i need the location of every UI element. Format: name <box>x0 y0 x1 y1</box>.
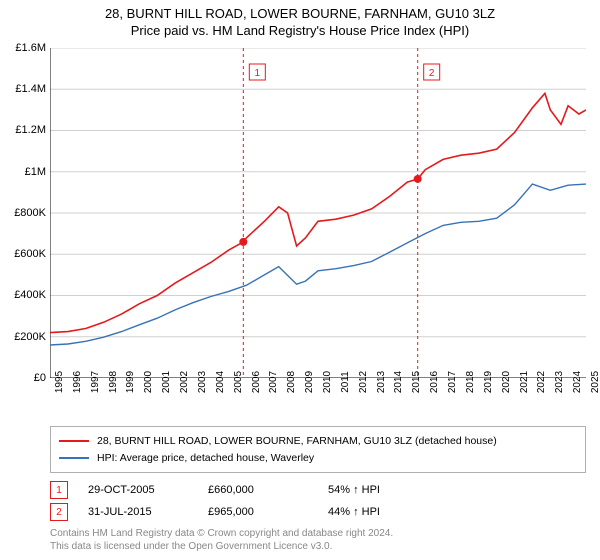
y-tick-label: £0 <box>34 372 46 384</box>
title-line1: 28, BURNT HILL ROAD, LOWER BOURNE, FARNH… <box>0 6 600 23</box>
y-tick-label: £1.6M <box>15 42 46 54</box>
x-tick-label: 2014 <box>393 371 404 393</box>
x-tick-label: 2015 <box>411 371 422 393</box>
x-tick-label: 1995 <box>54 371 65 393</box>
x-tick-label: 2022 <box>536 371 547 393</box>
chart-container: 28, BURNT HILL ROAD, LOWER BOURNE, FARNH… <box>0 0 600 560</box>
x-tick-label: 2007 <box>268 371 279 393</box>
x-tick-label: 2017 <box>447 371 458 393</box>
x-tick-label: 2001 <box>161 371 172 393</box>
sale-date: 29-OCT-2005 <box>88 484 208 496</box>
legend-box: 28, BURNT HILL ROAD, LOWER BOURNE, FARNH… <box>50 426 586 474</box>
x-tick-label: 1996 <box>72 371 83 393</box>
x-tick-label: 2000 <box>143 371 154 393</box>
x-tick-label: 2018 <box>465 371 476 393</box>
x-tick-label: 2004 <box>215 371 226 393</box>
y-tick-label: £800K <box>14 207 46 219</box>
x-tick-label: 1998 <box>108 371 119 393</box>
x-tick-label: 2012 <box>358 371 369 393</box>
x-tick-label: 2016 <box>429 371 440 393</box>
sale-delta: 54% ↑ HPI <box>328 484 448 496</box>
svg-text:2: 2 <box>429 68 435 79</box>
sale-rows: 1 29-OCT-2005£660,00054% ↑ HPI 2 31-JUL-201… <box>50 481 586 521</box>
y-axis-labels: £0£200K£400K£600K£800K£1M£1.2M£1.4M£1.6M <box>4 48 48 378</box>
y-tick-label: £1M <box>25 166 46 178</box>
x-tick-label: 2003 <box>197 371 208 393</box>
chart-area: £0£200K£400K£600K£800K£1M£1.2M£1.4M£1.6M… <box>50 48 586 378</box>
legend-row: 28, BURNT HILL ROAD, LOWER BOURNE, FARNH… <box>59 433 577 450</box>
x-axis-labels: 1995199619971998199920002001200220032004… <box>50 378 586 418</box>
legend-row: HPI: Average price, detached house, Wave… <box>59 450 577 467</box>
legend-swatch <box>59 440 89 442</box>
sale-delta: 44% ↑ HPI <box>328 506 448 518</box>
x-tick-label: 2011 <box>340 371 351 393</box>
x-tick-label: 2023 <box>554 371 565 393</box>
title-line2: Price paid vs. HM Land Registry's House … <box>0 23 600 40</box>
y-tick-label: £600K <box>14 248 46 260</box>
x-tick-label: 1999 <box>125 371 136 393</box>
sale-marker-box: 2 <box>50 503 68 521</box>
sale-date: 31-JUL-2015 <box>88 506 208 518</box>
x-tick-label: 2024 <box>572 371 583 393</box>
x-tick-label: 2021 <box>519 371 530 393</box>
sale-price: £660,000 <box>208 484 328 496</box>
y-tick-label: £1.2M <box>15 124 46 136</box>
x-tick-label: 2025 <box>590 371 600 393</box>
x-tick-label: 2005 <box>233 371 244 393</box>
footer-line1: Contains HM Land Registry data © Crown c… <box>50 527 586 540</box>
x-tick-label: 2013 <box>376 371 387 393</box>
footer-line2: This data is licensed under the Open Gov… <box>50 540 586 553</box>
x-tick-label: 2008 <box>286 371 297 393</box>
sale-marker-box: 1 <box>50 481 68 499</box>
y-tick-label: £200K <box>14 331 46 343</box>
svg-text:1: 1 <box>255 68 261 79</box>
title-block: 28, BURNT HILL ROAD, LOWER BOURNE, FARNH… <box>0 0 600 44</box>
legend-label: HPI: Average price, detached house, Wave… <box>97 450 314 467</box>
sale-row: 1 29-OCT-2005£660,00054% ↑ HPI <box>50 481 586 499</box>
sale-price: £965,000 <box>208 506 328 518</box>
x-tick-label: 2010 <box>322 371 333 393</box>
x-tick-label: 2002 <box>179 371 190 393</box>
sale-row: 2 31-JUL-2015£965,00044% ↑ HPI <box>50 503 586 521</box>
x-tick-label: 2009 <box>304 371 315 393</box>
legend-swatch <box>59 457 89 459</box>
x-tick-label: 2019 <box>483 371 494 393</box>
x-tick-label: 2006 <box>251 371 262 393</box>
x-tick-label: 1997 <box>90 371 101 393</box>
y-tick-label: £400K <box>14 289 46 301</box>
x-tick-label: 2020 <box>501 371 512 393</box>
footer: Contains HM Land Registry data © Crown c… <box>50 527 586 553</box>
plot-svg: 12 <box>50 48 586 378</box>
y-tick-label: £1.4M <box>15 83 46 95</box>
legend-label: 28, BURNT HILL ROAD, LOWER BOURNE, FARNH… <box>97 433 497 450</box>
